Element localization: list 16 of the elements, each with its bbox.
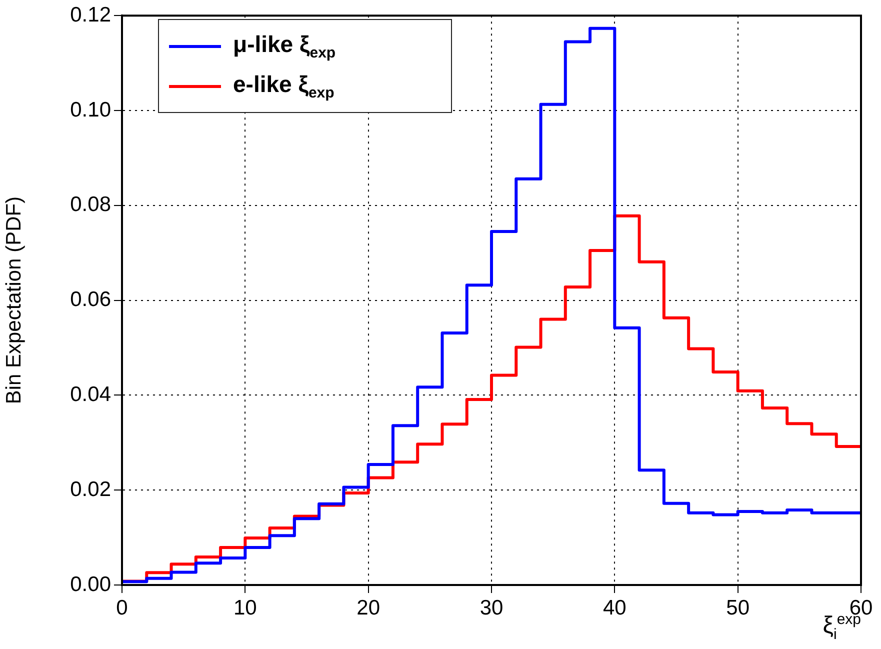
y-tick-label: 0.08 (70, 193, 111, 216)
x-tick-label: 30 (480, 596, 504, 620)
x-tick-label: 50 (726, 596, 750, 620)
y-tick-label: 0.04 (70, 382, 112, 406)
x-tick-label: 20 (356, 596, 380, 620)
y-axis-title: Bin Expectation (PDF) (2, 196, 26, 404)
x-tick-label: 40 (602, 596, 626, 620)
y-tick-label: 0.12 (70, 3, 111, 26)
y-tick-label: 0.06 (70, 288, 111, 312)
y-tick-label: 0.00 (70, 572, 111, 596)
legend-label: e-like ξ$_{exp}$ (233, 70, 334, 102)
y-tick-label: 0.10 (70, 98, 111, 122)
legend-label: μ-like ξ$_{exp}$ (233, 30, 336, 62)
x-tick-label: 10 (233, 596, 257, 620)
x-tick-label: 0 (116, 596, 128, 620)
y-tick-label: 0.02 (70, 478, 111, 501)
